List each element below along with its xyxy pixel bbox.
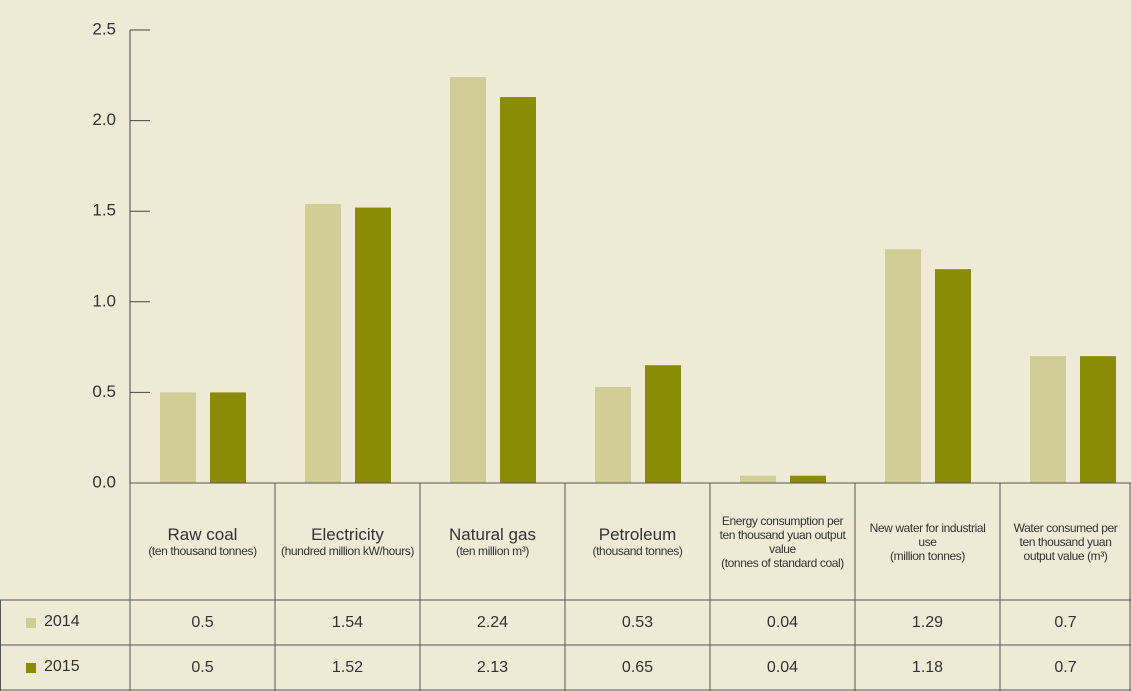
table-value: 1.18 (911, 658, 944, 676)
legend-swatch (26, 663, 36, 673)
table-value: 1.52 (331, 658, 364, 676)
bar (450, 77, 486, 483)
category-unit: (tonnes of standard coal) (721, 555, 844, 570)
table-value: 1.54 (331, 613, 364, 631)
category-unit: (hundred million kW/hours) (281, 544, 414, 558)
table-value: 1.29 (911, 613, 944, 631)
bar (1030, 356, 1066, 483)
category-cell: New water for industrial use (million ton… (855, 483, 1000, 600)
category-cell: Raw coal (ten thousand tonnes) (130, 483, 275, 600)
category-name: Electricity (311, 525, 384, 544)
category-unit: (ten thousand tonnes) (148, 544, 257, 558)
legend-label: 2015 (44, 658, 80, 675)
category-name: Energy consumption per ten thousand yuan… (719, 513, 846, 556)
bar (1080, 356, 1116, 483)
bar (935, 269, 971, 483)
bar (160, 392, 196, 483)
category-cell: Energy consumption per ten thousand yuan… (710, 483, 855, 600)
bar (740, 475, 776, 483)
table-value: 0.65 (621, 658, 654, 676)
table-value: 0.7 (1054, 613, 1077, 631)
bar (645, 365, 681, 483)
table-value: 2.13 (476, 658, 509, 676)
category-name: New water for industrial use (869, 520, 986, 549)
table-value: 0.04 (766, 613, 799, 631)
category-unit: (million tonnes) (890, 548, 965, 563)
category-cell: Electricity (hundred million kW/hours) (275, 483, 420, 600)
category-unit: (thousand tonnes) (592, 544, 683, 558)
table-value: 0.7 (1054, 658, 1077, 676)
bar (500, 97, 536, 483)
legend-swatch (26, 618, 36, 628)
table-value: 0.53 (621, 613, 654, 631)
y-tick-label: 1.0 (92, 291, 116, 310)
category-cell: Natural gas (ten million m³) (420, 483, 565, 600)
bar (595, 386, 631, 483)
category-name: Raw coal (167, 525, 238, 544)
bar (885, 249, 921, 483)
bar (790, 475, 826, 483)
y-tick-label: 0.0 (92, 472, 116, 491)
bar (355, 207, 391, 484)
bar (305, 203, 341, 483)
category-cell: Water consumed per ten thousand yuan out… (1000, 483, 1131, 600)
category-name: Petroleum (598, 525, 677, 544)
category-name: Natural gas (449, 525, 536, 544)
legend-label: 2014 (44, 613, 80, 630)
category-cell: Petroleum (thousand tonnes) (565, 483, 710, 600)
y-tick-label: 2.5 (92, 19, 116, 38)
table-value: 0.04 (766, 658, 799, 676)
table-value: 0.5 (191, 613, 214, 631)
category-unit: (ten million m³) (456, 544, 529, 558)
table-value: 2.24 (476, 613, 509, 631)
category-name: Water consumed per ten thousand yuan out… (1013, 520, 1118, 563)
y-tick-label: 1.5 (92, 201, 116, 220)
bar (210, 392, 246, 483)
table-value: 0.5 (191, 658, 214, 676)
y-tick-label: 0.5 (92, 382, 116, 401)
y-tick-label: 2.0 (92, 110, 116, 129)
